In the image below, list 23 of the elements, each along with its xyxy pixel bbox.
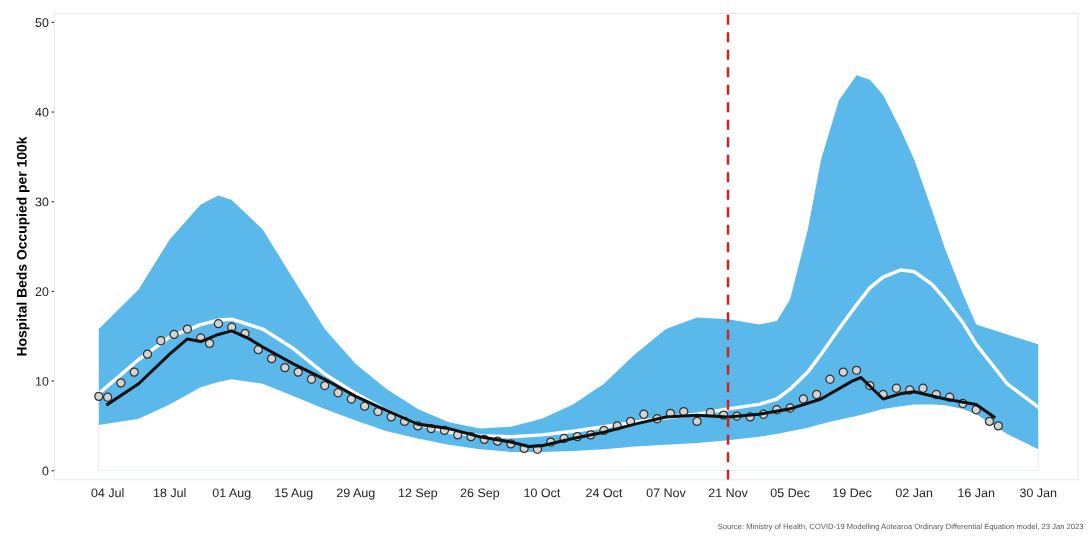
x-tick-label: 24 Oct [586, 488, 623, 498]
x-tick-label: 26 Sep [460, 488, 500, 500]
x-tick-label: 12 Sep [398, 488, 438, 500]
x-tick-label: 05 Dec [770, 488, 810, 498]
y-tick-label: 50 [35, 18, 49, 28]
x-tick-label: 16 Jan [958, 488, 995, 498]
x-tick-label: 19 Dec [833, 488, 872, 498]
y-tick-label: 20 [35, 287, 49, 297]
x-tick-label: 01 Aug [212, 488, 251, 500]
x-tick-label: 30 Jan [1019, 488, 1057, 498]
y-tick-label: 30 [35, 197, 49, 207]
x-tick-label: 18 Jul [153, 488, 186, 498]
y-tick-label: 40 [35, 107, 49, 117]
x-tick-label: 07 Nov [646, 488, 686, 498]
y-tick-label: 0 [42, 466, 49, 476]
y-tick-label: 10 [35, 376, 49, 386]
y-axis-title: Hospital Beds Occupied per 100k [16, 136, 30, 356]
x-tick-label: 21 Nov [708, 488, 748, 498]
x-tick-label: 04 Jul [91, 488, 124, 498]
x-tick-label: 29 Aug [336, 488, 375, 500]
x-tick-label: 02 Jan [895, 488, 933, 498]
x-tick-label: 15 Aug [275, 488, 313, 500]
x-tick-label: 10 Oct [524, 488, 561, 498]
